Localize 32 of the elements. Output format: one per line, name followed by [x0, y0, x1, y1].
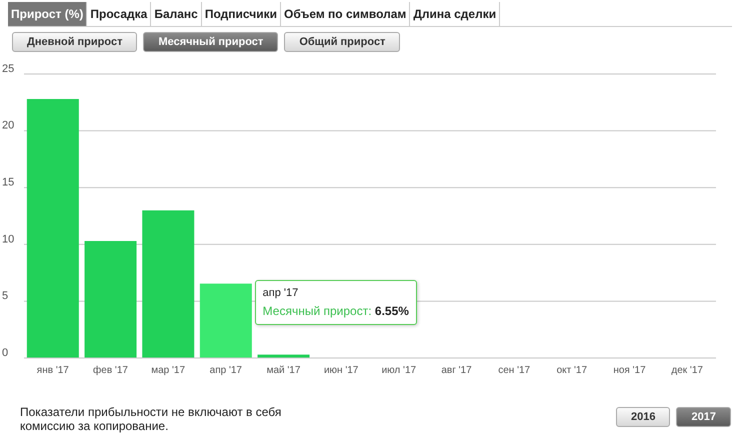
x-tick-label: апр '17 — [210, 365, 242, 376]
text: 2016 — [616, 407, 670, 427]
annotation: апр '17 Месячный прирост: 6.55% — [262, 287, 409, 318]
text: Месячный прирост — [143, 32, 278, 52]
x-tick-label: июн '17 — [324, 365, 359, 376]
y-tick-label: 10 — [2, 233, 14, 246]
text: Подписчики — [202, 2, 281, 26]
x-tick-label: июл '17 — [382, 365, 417, 376]
text: Дневной прирост — [12, 32, 138, 52]
text: Баланс — [151, 2, 202, 26]
y-tick-label: 25 — [2, 62, 14, 75]
text: Просадка — [87, 2, 152, 26]
text: Общий прирост — [284, 32, 400, 52]
text: Показатели прибыльности не включают в себя комиссию за копирование. — [20, 405, 282, 433]
x-tick-label: авг '17 — [441, 365, 472, 376]
text: Прирост (%) — [8, 2, 88, 26]
tooltip-card: апр '17 Месячный прирост: 6.55% — [254, 280, 417, 325]
y-tick-label: 0 — [2, 346, 8, 359]
text: Длина сделки — [410, 2, 500, 26]
x-tick-label: дек '17 — [671, 365, 704, 376]
x-tick-label: сен '17 — [498, 365, 531, 376]
x-tick-label: ноя '17 — [613, 365, 646, 376]
y-tick-label: 20 — [2, 120, 14, 132]
text: 2017 — [676, 407, 731, 427]
x-tick-label: мар '17 — [151, 365, 186, 376]
x-tick-label: окт '17 — [556, 365, 588, 376]
text: Объем по символам — [280, 2, 410, 26]
x-tick-label: май '17 — [266, 365, 301, 376]
x-tick-label: янв '17 — [36, 365, 70, 376]
y-tick-label: 15 — [2, 176, 14, 189]
x-tick-label: фев '17 — [93, 365, 128, 376]
y-tick-label: 5 — [2, 290, 8, 302]
